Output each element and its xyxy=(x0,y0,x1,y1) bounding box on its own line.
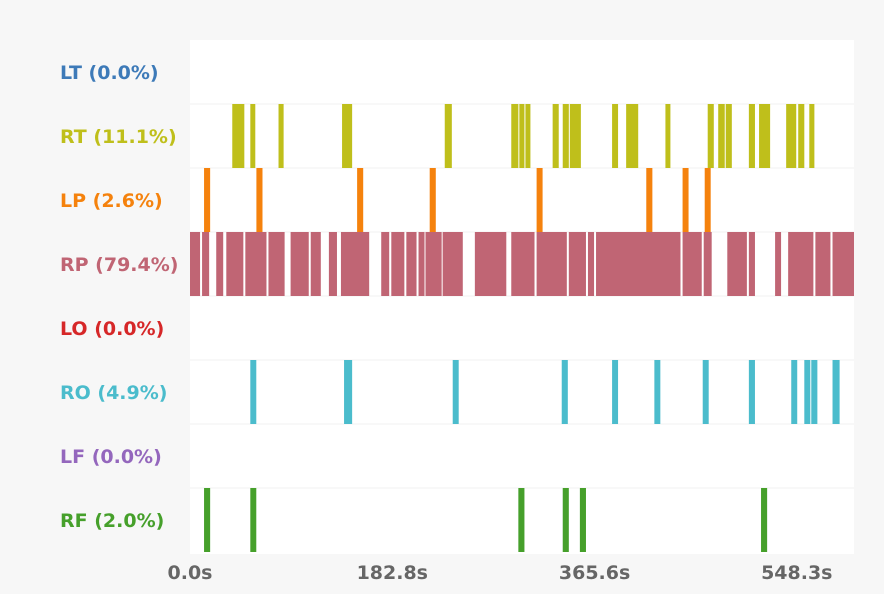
event-bar-ro xyxy=(561,360,568,424)
event-bar-rt xyxy=(786,104,797,168)
event-bar-rp xyxy=(190,232,201,296)
event-bar-rp xyxy=(310,232,321,296)
event-bar-rf xyxy=(761,488,768,552)
event-bar-rt xyxy=(665,104,671,168)
event-bar-lp xyxy=(704,168,711,232)
x-tick-label: 182.8s xyxy=(356,562,428,584)
event-bar-rf xyxy=(562,488,569,552)
event-bar-rp xyxy=(727,232,747,296)
event-bar-ro xyxy=(612,360,619,424)
event-bar-rt xyxy=(612,104,619,168)
event-bar-rp xyxy=(832,232,854,296)
event-bar-rt xyxy=(552,104,559,168)
event-bar-rp xyxy=(226,232,244,296)
event-bar-rp xyxy=(381,232,390,296)
event-bar-ro xyxy=(791,360,798,424)
event-bar-rt xyxy=(707,104,714,168)
row-label-rp: RP (79.4%) xyxy=(60,254,179,276)
event-bar-rt xyxy=(562,104,569,168)
event-bar-rp xyxy=(682,232,702,296)
event-bar-rt xyxy=(798,104,805,168)
event-bar-rt xyxy=(718,104,725,168)
event-bar-rp xyxy=(202,232,210,296)
event-bar-lp xyxy=(256,168,263,232)
event-bar-ro xyxy=(832,360,840,424)
event-bar-rt xyxy=(748,104,755,168)
event-bar-ro xyxy=(344,360,353,424)
event-bar-lp xyxy=(357,168,364,232)
row-label-rf: RF (2.0%) xyxy=(60,510,165,532)
event-bar-rp xyxy=(391,232,405,296)
event-bar-ro xyxy=(804,360,811,424)
event-bar-rp xyxy=(442,232,463,296)
row-label-lo: LO (0.0%) xyxy=(60,318,165,340)
event-bar-lp xyxy=(536,168,543,232)
event-bar-rf xyxy=(579,488,586,552)
event-bar-rp xyxy=(418,232,425,296)
event-bar-lp xyxy=(682,168,689,232)
event-bar-rp xyxy=(788,232,814,296)
event-bar-rt xyxy=(809,104,815,168)
event-bar-rt xyxy=(569,104,581,168)
event-bar-ro xyxy=(748,360,755,424)
event-bar-rp xyxy=(290,232,309,296)
row-label-ro: RO (4.9%) xyxy=(60,382,168,404)
event-bar-rp xyxy=(268,232,285,296)
event-bar-rp xyxy=(775,232,782,296)
row-label-rt: RT (11.1%) xyxy=(60,126,177,148)
event-bar-rf xyxy=(518,488,525,552)
row-label-lf: LF (0.0%) xyxy=(60,446,162,468)
event-bar-rt xyxy=(519,104,525,168)
event-bar-rt xyxy=(759,104,771,168)
x-tick-label: 548.3s xyxy=(761,562,833,584)
event-bar-rt xyxy=(444,104,452,168)
event-bar-rp xyxy=(568,232,586,296)
event-bar-rp xyxy=(406,232,417,296)
event-bar-rt xyxy=(342,104,353,168)
event-bar-ro xyxy=(250,360,257,424)
event-bar-ro xyxy=(654,360,661,424)
event-bar-rf xyxy=(250,488,257,552)
row-label-lp: LP (2.6%) xyxy=(60,190,163,212)
event-bar-rp xyxy=(536,232,567,296)
event-bar-ro xyxy=(811,360,818,424)
event-bar-rp xyxy=(815,232,831,296)
event-bar-rp xyxy=(425,232,442,296)
event-bar-rp xyxy=(748,232,755,296)
event-bar-rt xyxy=(232,104,245,168)
event-bar-rp xyxy=(340,232,370,296)
event-bar-ro xyxy=(702,360,709,424)
event-bar-rp xyxy=(703,232,712,296)
event-bar-rt xyxy=(525,104,531,168)
event-bar-rp xyxy=(245,232,267,296)
event-bar-rf xyxy=(204,488,211,552)
event-bar-rp xyxy=(216,232,224,296)
event-bar-rt xyxy=(626,104,639,168)
event-bar-rt xyxy=(278,104,284,168)
event-bar-rt xyxy=(511,104,519,168)
event-bar-ro xyxy=(452,360,459,424)
event-bar-rp xyxy=(587,232,595,296)
event-bar-rp xyxy=(596,232,681,296)
x-tick-label: 365.6s xyxy=(558,562,631,584)
event-bar-rp xyxy=(474,232,507,296)
event-bar-lp xyxy=(646,168,653,232)
event-bar-rt xyxy=(725,104,732,168)
event-bar-rp xyxy=(328,232,337,296)
event-bar-lp xyxy=(204,168,211,232)
event-bar-rt xyxy=(250,104,256,168)
event-bar-lp xyxy=(429,168,436,232)
x-tick-label: 0.0s xyxy=(167,562,213,584)
event-bar-rp xyxy=(511,232,535,296)
row-label-lt: LT (0.0%) xyxy=(60,62,159,84)
